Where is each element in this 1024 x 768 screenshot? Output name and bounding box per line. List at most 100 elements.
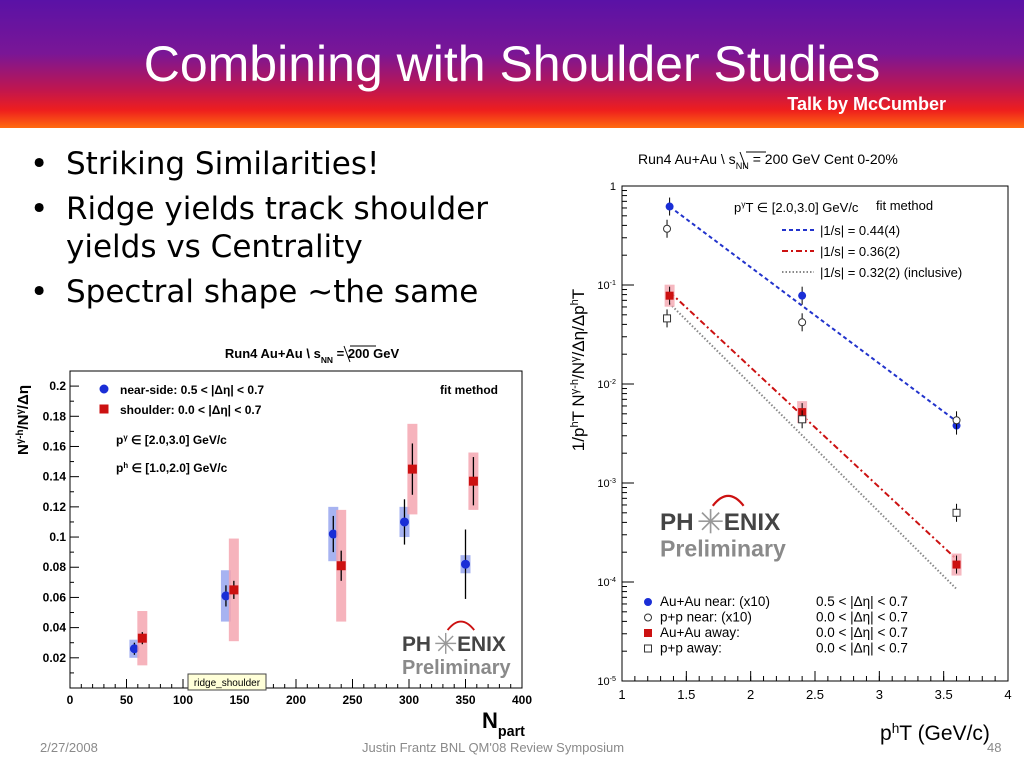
x-tick-label: 4 [1004,687,1011,702]
data-point [952,508,961,517]
x-tick-label: 3 [876,687,883,702]
sqrt-symbol [739,151,747,169]
slide-title: Combining with Shoulder Studies [143,36,881,92]
logo-arc [446,620,475,631]
y-tick-label: 0.06 [43,590,67,604]
y-tick-label: 10-1 [597,279,616,292]
y-tick-label: 10-3 [597,477,616,490]
logo-star-ray [437,642,447,652]
logo-star-ray [710,512,720,522]
chart-title: Run4 Au+Au \ sNN = 200 GeV [225,346,400,365]
bullet-dot-icon: • [30,274,49,310]
x-tick-label: 2.5 [806,687,824,702]
legend-cut: 0.0 < |Δη| < 0.7 [816,610,908,625]
x-axis-label: phT (GeV/c) [880,721,990,746]
pt-gamma-label: pγT ∈ [2.0,3.0] GeV/c [734,199,859,215]
fit-line [668,291,958,560]
y-tick-label: 0.14 [43,470,67,484]
x-tick-label: 200 [286,693,306,707]
legend-marker [644,644,652,653]
y-axis-label: 1/phT Nγ-h/Nγ/Δη/ΔphT [569,289,588,451]
pt-hadron-label: ph ∈ [1.0,2.0] GeV/c [116,461,228,476]
logo-ph: PH [660,509,694,536]
x-tick-label: 3.5 [935,687,953,702]
data-point [137,633,147,643]
logo-star-ray [437,635,447,644]
talk-credit: Talk by McCumber [787,94,946,114]
legend-marker [644,629,652,637]
y-tick-label: 0.08 [43,560,67,574]
legend-marker [99,404,109,414]
x-tick-label: 2 [747,687,754,702]
legend-marker [99,384,109,394]
bullet-text: Striking Similarities! [66,146,380,182]
data-point [665,202,674,211]
legend-label: p+p near: (x10) [660,610,752,625]
y-tick-label: 10-4 [597,576,616,589]
y-tick-label: 0.02 [43,651,67,665]
legend-label: near-side: 0.5 < |Δη| < 0.7 [120,383,264,397]
logo-star-ray [701,520,712,531]
x-tick-label: 250 [342,693,362,707]
x-tick-label: 0 [67,693,74,707]
header-band: Combining with Shoulder Studies Talk by … [0,0,1024,128]
data-point [129,644,139,654]
bullet-item: • Striking Similarities! [30,145,550,183]
legend-marker [644,598,652,606]
data-point [663,314,672,323]
logo-star-ray [445,642,454,652]
data-point [798,318,807,327]
data-point [952,416,961,425]
fit-legend-label: |1/s| = 0.36(2) [820,244,900,259]
x-tick-label: 1.5 [677,687,695,702]
fit-method-label: fit method [876,198,933,213]
logo-star-icon [698,509,723,534]
bullet-dot-icon: • [30,146,49,182]
fit-legend-label: |1/s| = 0.32(2) (inclusive) [820,265,962,280]
bullet-text: Spectral shape ~the same [66,274,479,310]
bullet-text: Ridge yields track shoulder yields vs Ce… [66,191,489,265]
x-tick-label: 1 [618,687,625,702]
logo-enix: ENIX [457,633,506,656]
data-point [328,529,338,539]
logo-preliminary: Preliminary [660,535,786,561]
data-point [798,415,807,424]
footer-date: 2/27/2008 [40,740,98,755]
legend-marker [644,613,652,622]
legend-label: p+p away: [660,641,722,656]
x-tick-label: 400 [512,693,532,707]
logo-enix: ENIX [724,509,780,536]
data-point [798,291,807,300]
data-point [399,517,409,527]
legend-cut: 0.0 < |Δη| < 0.7 [816,625,908,640]
ridge-shoulder-tag-text: ridge_shoulder [194,678,261,689]
x-tick-label: 100 [173,693,193,707]
plot-frame [621,185,1009,682]
fit-line [669,205,958,423]
y-axis-label: Nγ-h/Nγ/Δη [15,385,33,455]
data-point [665,291,674,300]
y-tick-label: 0.18 [43,409,67,423]
legend-label: Au+Au near: (x10) [660,594,770,609]
data-point [221,591,231,601]
data-point [461,559,470,569]
logo-star-ray [710,520,720,531]
y-tick-label: 0.2 [49,379,66,393]
data-point [336,561,346,571]
bullet-list: • Striking Similarities! • Ridge yields tr… [30,145,550,318]
logo-arc [711,494,745,507]
x-tick-label: 150 [229,693,249,707]
x-tick-label: 300 [399,693,419,707]
logo-star-ray [445,635,454,644]
logo-ph: PH [402,633,431,656]
footer-center-text: Justin Frantz BNL QM'08 Review Symposium [362,740,625,755]
ridge-shoulder-chart: 0 50 100 150 200 250 300 350 400 0.02 0.04 0.06 0.08… [15,345,532,740]
legend-label: shoulder: 0.0 < |Δη| < 0.7 [120,403,262,417]
legend-cut: 0.5 < |Δη| < 0.7 [816,594,908,609]
y-tick-label: 0.12 [43,500,67,514]
y-tick-label: 0.16 [43,439,67,453]
x-tick-label: 50 [120,693,134,707]
y-tick-label: 0.1 [49,530,66,544]
